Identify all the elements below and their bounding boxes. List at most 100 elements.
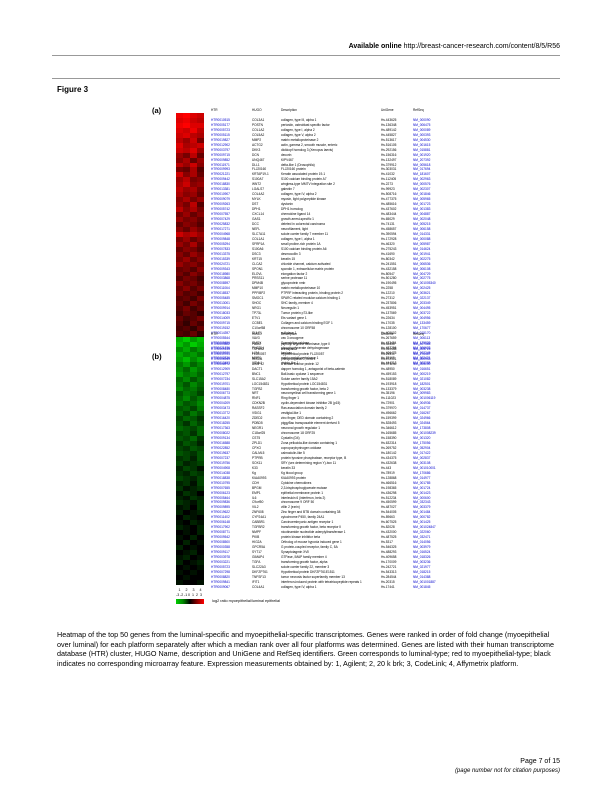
table-cell-htr[interactable]: HTR0013001 [211, 301, 230, 306]
table-cell-htr[interactable]: HTR0003797 [211, 147, 230, 152]
table-cell-refseq[interactable]: NM_004887 [413, 212, 431, 217]
table-cell-htr[interactable]: HTR0009117 [211, 549, 230, 554]
table-cell-htr[interactable]: HTR0017902 [211, 525, 230, 530]
table-cell-htr[interactable]: HTR0021221 [211, 172, 230, 177]
table-cell-htr[interactable]: HTR0017271 [211, 226, 230, 231]
table-cell-htr[interactable]: HTR0007833 [211, 246, 230, 251]
table-cell-htr[interactable]: HTR0009895 [211, 505, 230, 510]
table-cell-refseq[interactable]: NM_003979 [413, 545, 431, 550]
table-cell-refseq[interactable]: NM_007365 [413, 341, 431, 346]
table-cell-htr[interactable]: HTR0009993 [211, 167, 230, 172]
table-cell-refseq[interactable]: NM_024564 [413, 421, 431, 426]
table-cell-htr[interactable]: HTR0012909 [211, 366, 230, 371]
table-cell-refseq[interactable]: NM_000088 [413, 236, 431, 241]
table-cell-refseq[interactable]: NM_175056 [413, 441, 431, 446]
table-cell-refseq[interactable]: NM_001425 [413, 520, 431, 525]
table-cell-htr[interactable]: HTR0011402 [211, 515, 230, 520]
table-cell-refseq[interactable]: NM_000600 [413, 495, 431, 500]
table-cell-refseq[interactable]: NM_014331 [413, 231, 431, 236]
table-cell-refseq[interactable]: NM_006108 [413, 266, 431, 271]
table-cell-refseq[interactable]: NM_004936 [413, 401, 431, 406]
table-cell-refseq[interactable]: NM_017422 [413, 450, 431, 455]
table-cell-refseq[interactable]: NM_001724 [413, 485, 431, 490]
table-cell-refseq[interactable]: NM_005965 [413, 197, 431, 202]
table-cell-refseq[interactable]: NM_005618 [413, 162, 431, 167]
table-cell-htr[interactable]: HTR0008820 [211, 574, 230, 579]
table-cell-refseq[interactable]: NM_001320 [413, 436, 431, 441]
table-cell-refseq[interactable]: NM_006623 [413, 345, 431, 350]
table-cell-refseq[interactable]: NM_001008239 [413, 431, 436, 436]
table-cell-refseq[interactable]: NM_016524 [413, 549, 431, 554]
table-cell-htr[interactable]: HTR0009841 [211, 579, 230, 584]
table-cell-refseq[interactable]: NM_003108 [413, 460, 431, 465]
table-cell-refseq[interactable]: NM_004530 [413, 137, 431, 142]
table-cell-refseq[interactable]: NM_001423 [413, 490, 431, 495]
table-cell-htr[interactable]: HTR0009852 [211, 157, 230, 162]
table-cell-refseq[interactable]: NM_002963 [413, 177, 431, 182]
table-cell-refseq[interactable]: NM_176467 [413, 351, 431, 356]
table-cell-refseq[interactable]: NM_001484 [413, 510, 431, 515]
table-cell-htr[interactable]: HTR0013375 [211, 251, 230, 256]
table-cell-refseq[interactable]: NM_001785 [413, 480, 431, 485]
table-cell-refseq[interactable]: NM_002048 [413, 217, 431, 222]
table-cell-refseq[interactable]: NM_000393 [413, 132, 431, 137]
table-cell-htr[interactable]: HTR0024721 [211, 261, 230, 266]
table-cell-htr[interactable]: HTR0019701 [211, 381, 230, 386]
table-cell-refseq[interactable]: NM_006536 [413, 261, 431, 266]
table-cell-htr[interactable]: HTR0005949 [211, 356, 230, 361]
table-cell-htr[interactable]: HTR0009656 [211, 340, 230, 345]
table-cell-refseq[interactable]: NM_032343 [413, 500, 431, 505]
table-cell-refseq[interactable]: NM_014737 [413, 406, 431, 411]
table-cell-refseq[interactable]: NM_133459 [413, 321, 431, 326]
table-cell-htr[interactable]: HTR0000358 [211, 545, 230, 550]
table-cell-refseq[interactable]: NM_052904 [413, 445, 431, 450]
table-cell-refseq[interactable]: NM_001846 [413, 192, 431, 197]
table-cell-htr[interactable]: HTR0013772 [211, 411, 230, 416]
table-cell-refseq[interactable]: NM_014388 [413, 574, 431, 579]
table-cell-htr[interactable]: HTR0009715 [211, 321, 230, 326]
table-cell-refseq[interactable]: NM_001383 [413, 207, 431, 212]
table-cell-htr[interactable]: HTR0009848 [211, 236, 230, 241]
table-cell-refseq[interactable]: NM_006475 [413, 122, 431, 127]
table-cell-htr[interactable]: HTR0007298 [211, 569, 230, 574]
table-cell-refseq[interactable]: NM_002421 [413, 355, 431, 360]
table-cell-refseq[interactable]: NM_005987 [413, 241, 431, 246]
table-cell-htr[interactable]: HTR0018830 [211, 182, 230, 187]
table-cell-refseq[interactable]: NM_002345 [413, 350, 431, 355]
table-cell-refseq[interactable]: NM_001723 [413, 202, 431, 207]
table-cell-htr[interactable]: HTR0019637 [211, 450, 230, 455]
table-cell-htr[interactable]: HTR0007557 [211, 212, 230, 217]
table-cell-htr[interactable]: HTR0009263 [211, 202, 230, 207]
table-cell-htr[interactable]: HTR0013381 [211, 187, 230, 192]
table-cell-htr[interactable]: HTR0005294 [211, 241, 230, 246]
table-cell-htr[interactable]: HTR0013453 [211, 360, 230, 365]
table-cell-refseq[interactable]: NM_003238 [413, 386, 431, 391]
table-cell-refseq[interactable]: NM_175839 [413, 340, 431, 345]
table-cell-refseq[interactable]: NM_181607 [413, 172, 431, 177]
table-cell-htr[interactable]: HTR0009914 [211, 306, 230, 311]
table-cell-refseq[interactable]: NM_002307 [413, 187, 431, 192]
table-cell-htr[interactable]: HTR0008480 [211, 386, 230, 391]
table-cell-refseq[interactable]: NM_022137 [413, 296, 431, 301]
table-cell-refseq[interactable]: NM_001845 [413, 584, 431, 589]
table-cell-htr[interactable]: HTR0018537 [211, 291, 230, 296]
table-cell-htr[interactable]: HTR0019756 [211, 460, 230, 465]
table-cell-htr[interactable]: HTR0009715 [211, 152, 230, 157]
table-cell-htr[interactable]: HTR0008022 [211, 431, 230, 436]
table-cell-refseq[interactable]: NM_009983 [413, 391, 431, 396]
table-cell-htr[interactable]: HTR0005723 [211, 127, 230, 132]
table-cell-refseq[interactable]: NM_003722 [413, 311, 431, 316]
table-cell-htr[interactable]: HTR0025832 [211, 221, 230, 226]
table-cell-refseq[interactable]: NM_032471 [413, 535, 431, 540]
table-cell-htr[interactable]: HTR0004968 [211, 231, 230, 236]
table-cell-refseq[interactable]: NM_002837 [413, 455, 431, 460]
table-cell-htr[interactable]: HTR0008597 [211, 281, 230, 286]
table-cell-htr[interactable]: HTR0009542 [211, 535, 230, 540]
table-cell-refseq[interactable]: NM_001941 [413, 251, 431, 256]
table-cell-htr[interactable]: HTR0018255 [211, 421, 230, 426]
table-cell-htr[interactable]: HTR0009079 [211, 197, 230, 202]
table-cell-refseq[interactable]: NM_004729 [413, 271, 431, 276]
table-cell-refseq[interactable]: NM_207392 [413, 157, 431, 162]
table-cell-refseq[interactable]: NM_021977 [413, 564, 431, 569]
table-cell-htr[interactable]: HTR0005115 [211, 132, 230, 137]
